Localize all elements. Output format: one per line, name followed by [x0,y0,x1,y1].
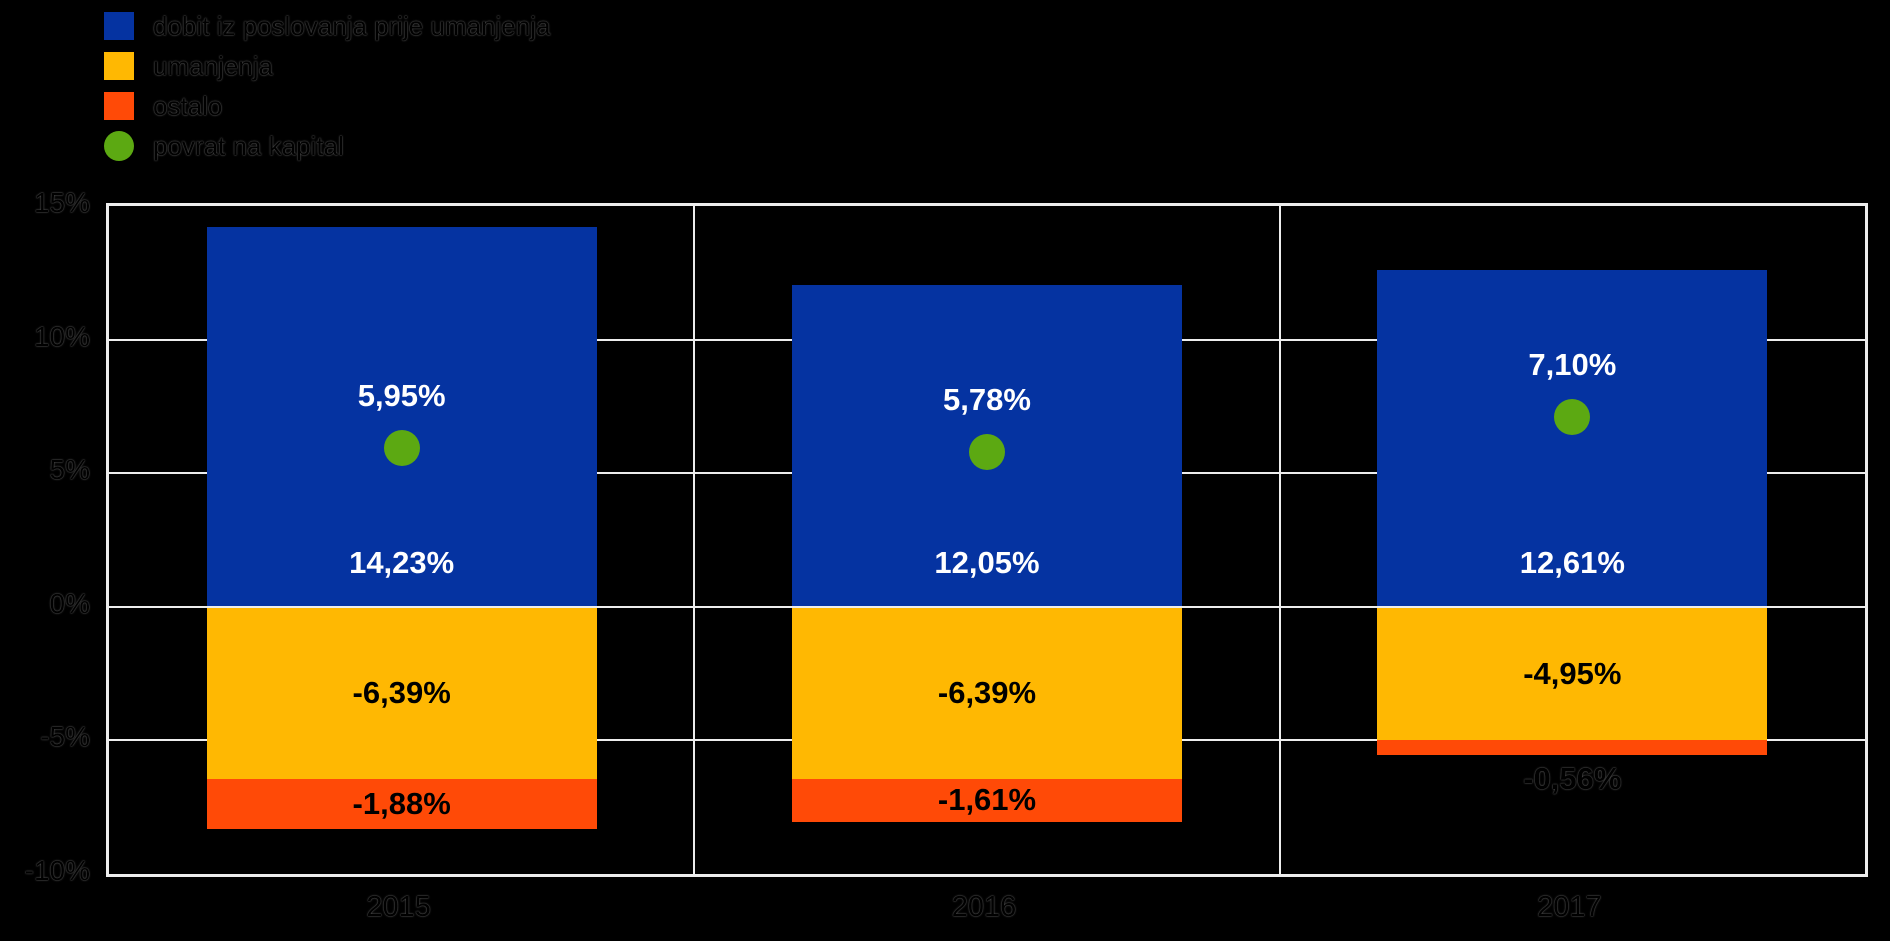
legend-item-2: umanjenja [104,46,550,86]
bar-segment-2017[interactable] [1377,740,1768,756]
bar-segment-2017[interactable] [1377,269,1768,606]
dot-value-label: 5,78% [943,382,1031,418]
legend-label: ostalo [153,90,223,121]
bar-value-label: -1,61% [937,782,1037,818]
y-axis-tick--10%: -10% [24,855,90,886]
return-on-equity-dot[interactable] [383,429,420,466]
bar-value-label: -1,88% [352,785,451,821]
dot-value-label: 7,10% [1528,347,1617,383]
dot-value-label: 5,95% [357,377,446,413]
return-on-equity-dot[interactable] [1554,399,1591,436]
section-divider [693,206,696,874]
bar-segment-2015[interactable] [206,226,597,606]
legend-square-swatch [104,12,134,40]
bar-value-label: -0,56% [1523,761,1622,797]
bar-value-label: 12,61% [1519,544,1625,580]
legend-item-3: ostalo [104,86,550,126]
bar-segment-2017[interactable] [1377,607,1768,741]
bar-segment-2015[interactable] [206,778,597,829]
bar-group-2017: 12,61% -4,95% -0,56% 7,10% [1377,206,1768,874]
legend-label: umanjenja [153,50,273,81]
x-axis-label-2015: 2015 [366,891,431,923]
section-divider [1278,206,1281,874]
bar-segment-2015[interactable] [206,607,597,779]
bar-value-label: -6,39% [937,675,1037,711]
legend-label: povrat na kapital [153,130,344,161]
bar-value-label: -6,39% [352,675,451,711]
bar-value-label: 14,23% [349,544,455,580]
legend-square-swatch [104,92,134,120]
bar-value-label: 12,05% [934,544,1040,580]
y-axis-tick--5%: -5% [40,721,90,753]
legend-square-swatch [104,52,134,80]
chart-legend: dobit iz poslovanja prije umanjenja umanj… [104,6,550,166]
bar-value-label: -4,95% [1523,655,1622,691]
bar-group-2015: 14,23% -6,39% -1,88% 5,95% [206,206,597,874]
bar-segment-2016[interactable] [792,778,1182,822]
legend-label: dobit iz poslovanja prije umanjenja [153,10,551,41]
bar-group-2016: 12,05% -6,39% -1,61% 5,78% [792,206,1182,874]
legend-item-4: povrat na kapital [104,126,550,166]
gridline-0% [109,605,1865,608]
return-on-equity-dot[interactable] [969,434,1005,471]
x-axis-label-2017: 2017 [1537,891,1602,923]
y-axis-tick-15%: 15% [33,187,90,218]
y-axis-tick-5%: 5% [49,454,90,486]
y-axis-tick-10%: 10% [33,320,90,352]
plot-area: 14,23% -6,39% -1,88% 5,95% 12,05% -6,39% -1,61… [106,203,1868,877]
bar-segment-2016[interactable] [792,607,1182,779]
legend-item-1: dobit iz poslovanja prije umanjenja [104,6,550,46]
legend-circle-swatch [104,131,134,161]
y-axis-tick-0%: 0% [49,587,90,619]
x-axis-label-2016: 2016 [951,891,1017,923]
